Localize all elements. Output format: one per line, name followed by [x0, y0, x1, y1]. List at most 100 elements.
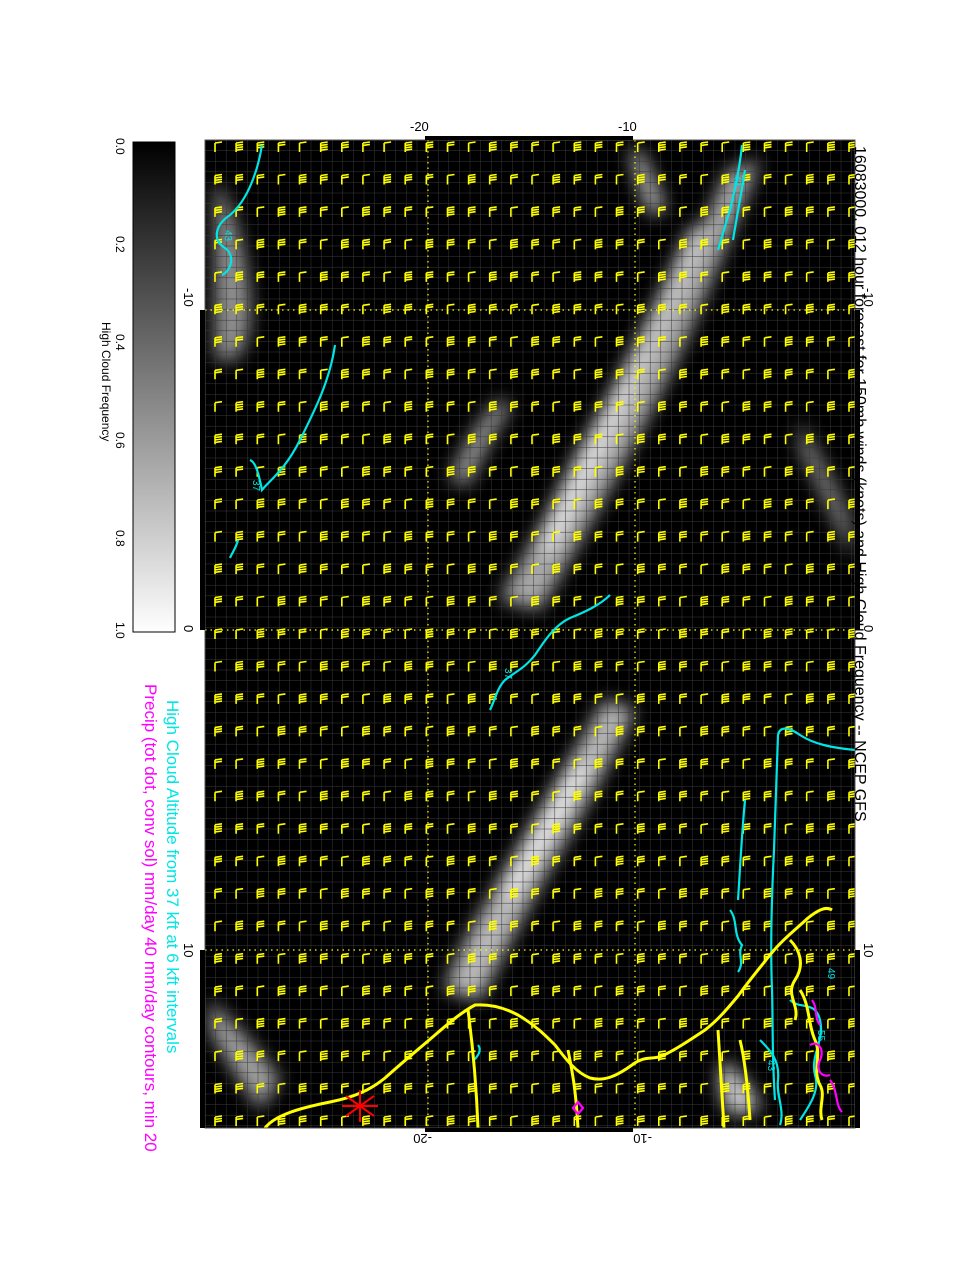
- wind-barb: [425, 920, 434, 932]
- wind-barb: [256, 1017, 265, 1029]
- wind-barb: [404, 238, 413, 250]
- wind-barb: [636, 498, 645, 510]
- wind-barb: [214, 725, 223, 737]
- wind-barb: [742, 790, 751, 802]
- wind-barb: [256, 887, 265, 899]
- wind-barb: [615, 823, 624, 834]
- wind-barb: [341, 1115, 349, 1126]
- wind-barb: [383, 725, 392, 737]
- wind-barb: [742, 952, 751, 964]
- contour-label: 43: [222, 230, 233, 242]
- wind-barb: [658, 855, 666, 867]
- wind-barb: [362, 368, 371, 380]
- wind-barb: [784, 790, 793, 802]
- wind-barb: [256, 693, 265, 704]
- wind-barb: [658, 400, 666, 412]
- wind-barb: [721, 823, 730, 834]
- wind-barb: [467, 823, 476, 834]
- wind-barb: [446, 1082, 455, 1094]
- wind-barb: [235, 141, 244, 152]
- wind-barb: [425, 855, 434, 867]
- wind-barb: [467, 628, 476, 639]
- wind-barb: [742, 725, 751, 737]
- wind-barb: [214, 985, 223, 997]
- wind-barb: [848, 530, 855, 542]
- wind-barb: [277, 790, 286, 802]
- wind-barb: [615, 693, 624, 704]
- wind-barb: [446, 660, 455, 672]
- wind-barb: [594, 400, 603, 412]
- wind-barb: [488, 1050, 497, 1062]
- wind-barb: [425, 271, 434, 282]
- wind-barb: [827, 563, 836, 575]
- wind-barb: [742, 758, 751, 769]
- wind-barb: [679, 271, 688, 282]
- wind-barb: [700, 1017, 709, 1029]
- wind-barb: [721, 855, 730, 867]
- wind-barb: [277, 271, 286, 282]
- wind-barb: [531, 530, 540, 542]
- wind-barb: [235, 725, 244, 737]
- wind-barb: [742, 887, 751, 899]
- wind-barb: [404, 790, 413, 802]
- wind-barb: [742, 271, 751, 282]
- wind-barb: [573, 1050, 582, 1062]
- wind-barb: [594, 790, 603, 802]
- wind-barb: [594, 173, 603, 185]
- cloud-altitude-contour-west: [215, 144, 264, 276]
- wind-barb: [615, 985, 624, 997]
- wind-barb: [658, 141, 666, 152]
- wind-barb: [256, 985, 265, 997]
- wind-barb: [319, 465, 328, 477]
- wind-barb: [488, 1082, 497, 1094]
- wind-barb: [383, 1050, 392, 1062]
- wind-barb: [573, 238, 582, 250]
- wind-barb: [827, 433, 836, 445]
- wind-barb: [341, 628, 349, 639]
- coastline-inner-1: [466, 1009, 480, 1128]
- wind-barb: [636, 790, 645, 802]
- wind-barb: [552, 433, 561, 445]
- wind-barb: [341, 238, 349, 250]
- wind-barb: [425, 206, 434, 217]
- wind-barb: [488, 498, 497, 510]
- wind-barb: [594, 141, 603, 152]
- wind-barb: [488, 660, 497, 672]
- wind-barb: [700, 790, 709, 802]
- wind-barb: [700, 530, 709, 542]
- wind-barb: [658, 433, 666, 445]
- wind-barb: [341, 1050, 349, 1062]
- wind-barb: [531, 985, 540, 997]
- wind-barb: [277, 336, 286, 347]
- wind-barb: [298, 595, 307, 607]
- wind-barb: [404, 206, 413, 217]
- wind-barb: [721, 206, 730, 217]
- wind-barb: [404, 563, 413, 575]
- wind-barb: [658, 595, 666, 607]
- wind-barb: [615, 1050, 624, 1062]
- wind-barb: [404, 595, 413, 607]
- wind-barb: [763, 173, 772, 185]
- wind-barb: [763, 271, 772, 282]
- wind-barb: [636, 141, 645, 152]
- wind-barb: [277, 498, 286, 510]
- wind-barb: [827, 498, 836, 510]
- wind-barb: [531, 271, 540, 282]
- wind-barb: [552, 238, 561, 250]
- wind-barb: [467, 173, 476, 185]
- wind-barb: [679, 595, 688, 607]
- wind-barb: [362, 271, 371, 282]
- wind-barb: [488, 530, 497, 542]
- wind-barb: [425, 400, 434, 412]
- wind-barb: [848, 498, 855, 510]
- wind-barb: [319, 530, 328, 542]
- wind-barb: [552, 920, 561, 932]
- wind-barb: [827, 271, 836, 282]
- wind-barb: [742, 920, 751, 932]
- wind-barb: [298, 271, 307, 282]
- wind-barb: [341, 855, 349, 867]
- wind-barb: [721, 1050, 730, 1062]
- wind-barb: [636, 628, 645, 639]
- wind-barb: [805, 530, 814, 542]
- wind-barb: [341, 173, 349, 185]
